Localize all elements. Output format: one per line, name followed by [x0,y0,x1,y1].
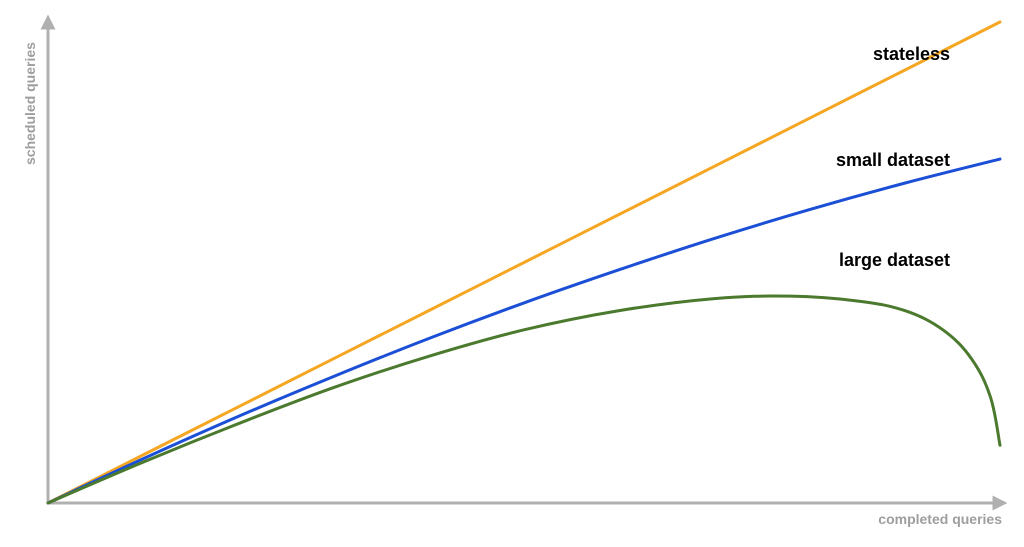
y-axis-label: scheduled queries [22,42,38,165]
chart-canvas [0,0,1024,547]
series-label-stateless: stateless [873,44,950,65]
series-label-large-dataset: large dataset [839,250,950,271]
throughput-chart: scheduled queries completed queries stat… [0,0,1024,547]
series-label-small-dataset: small dataset [836,150,950,171]
series-large-dataset [48,296,1000,503]
x-axis-label: completed queries [878,511,1002,527]
